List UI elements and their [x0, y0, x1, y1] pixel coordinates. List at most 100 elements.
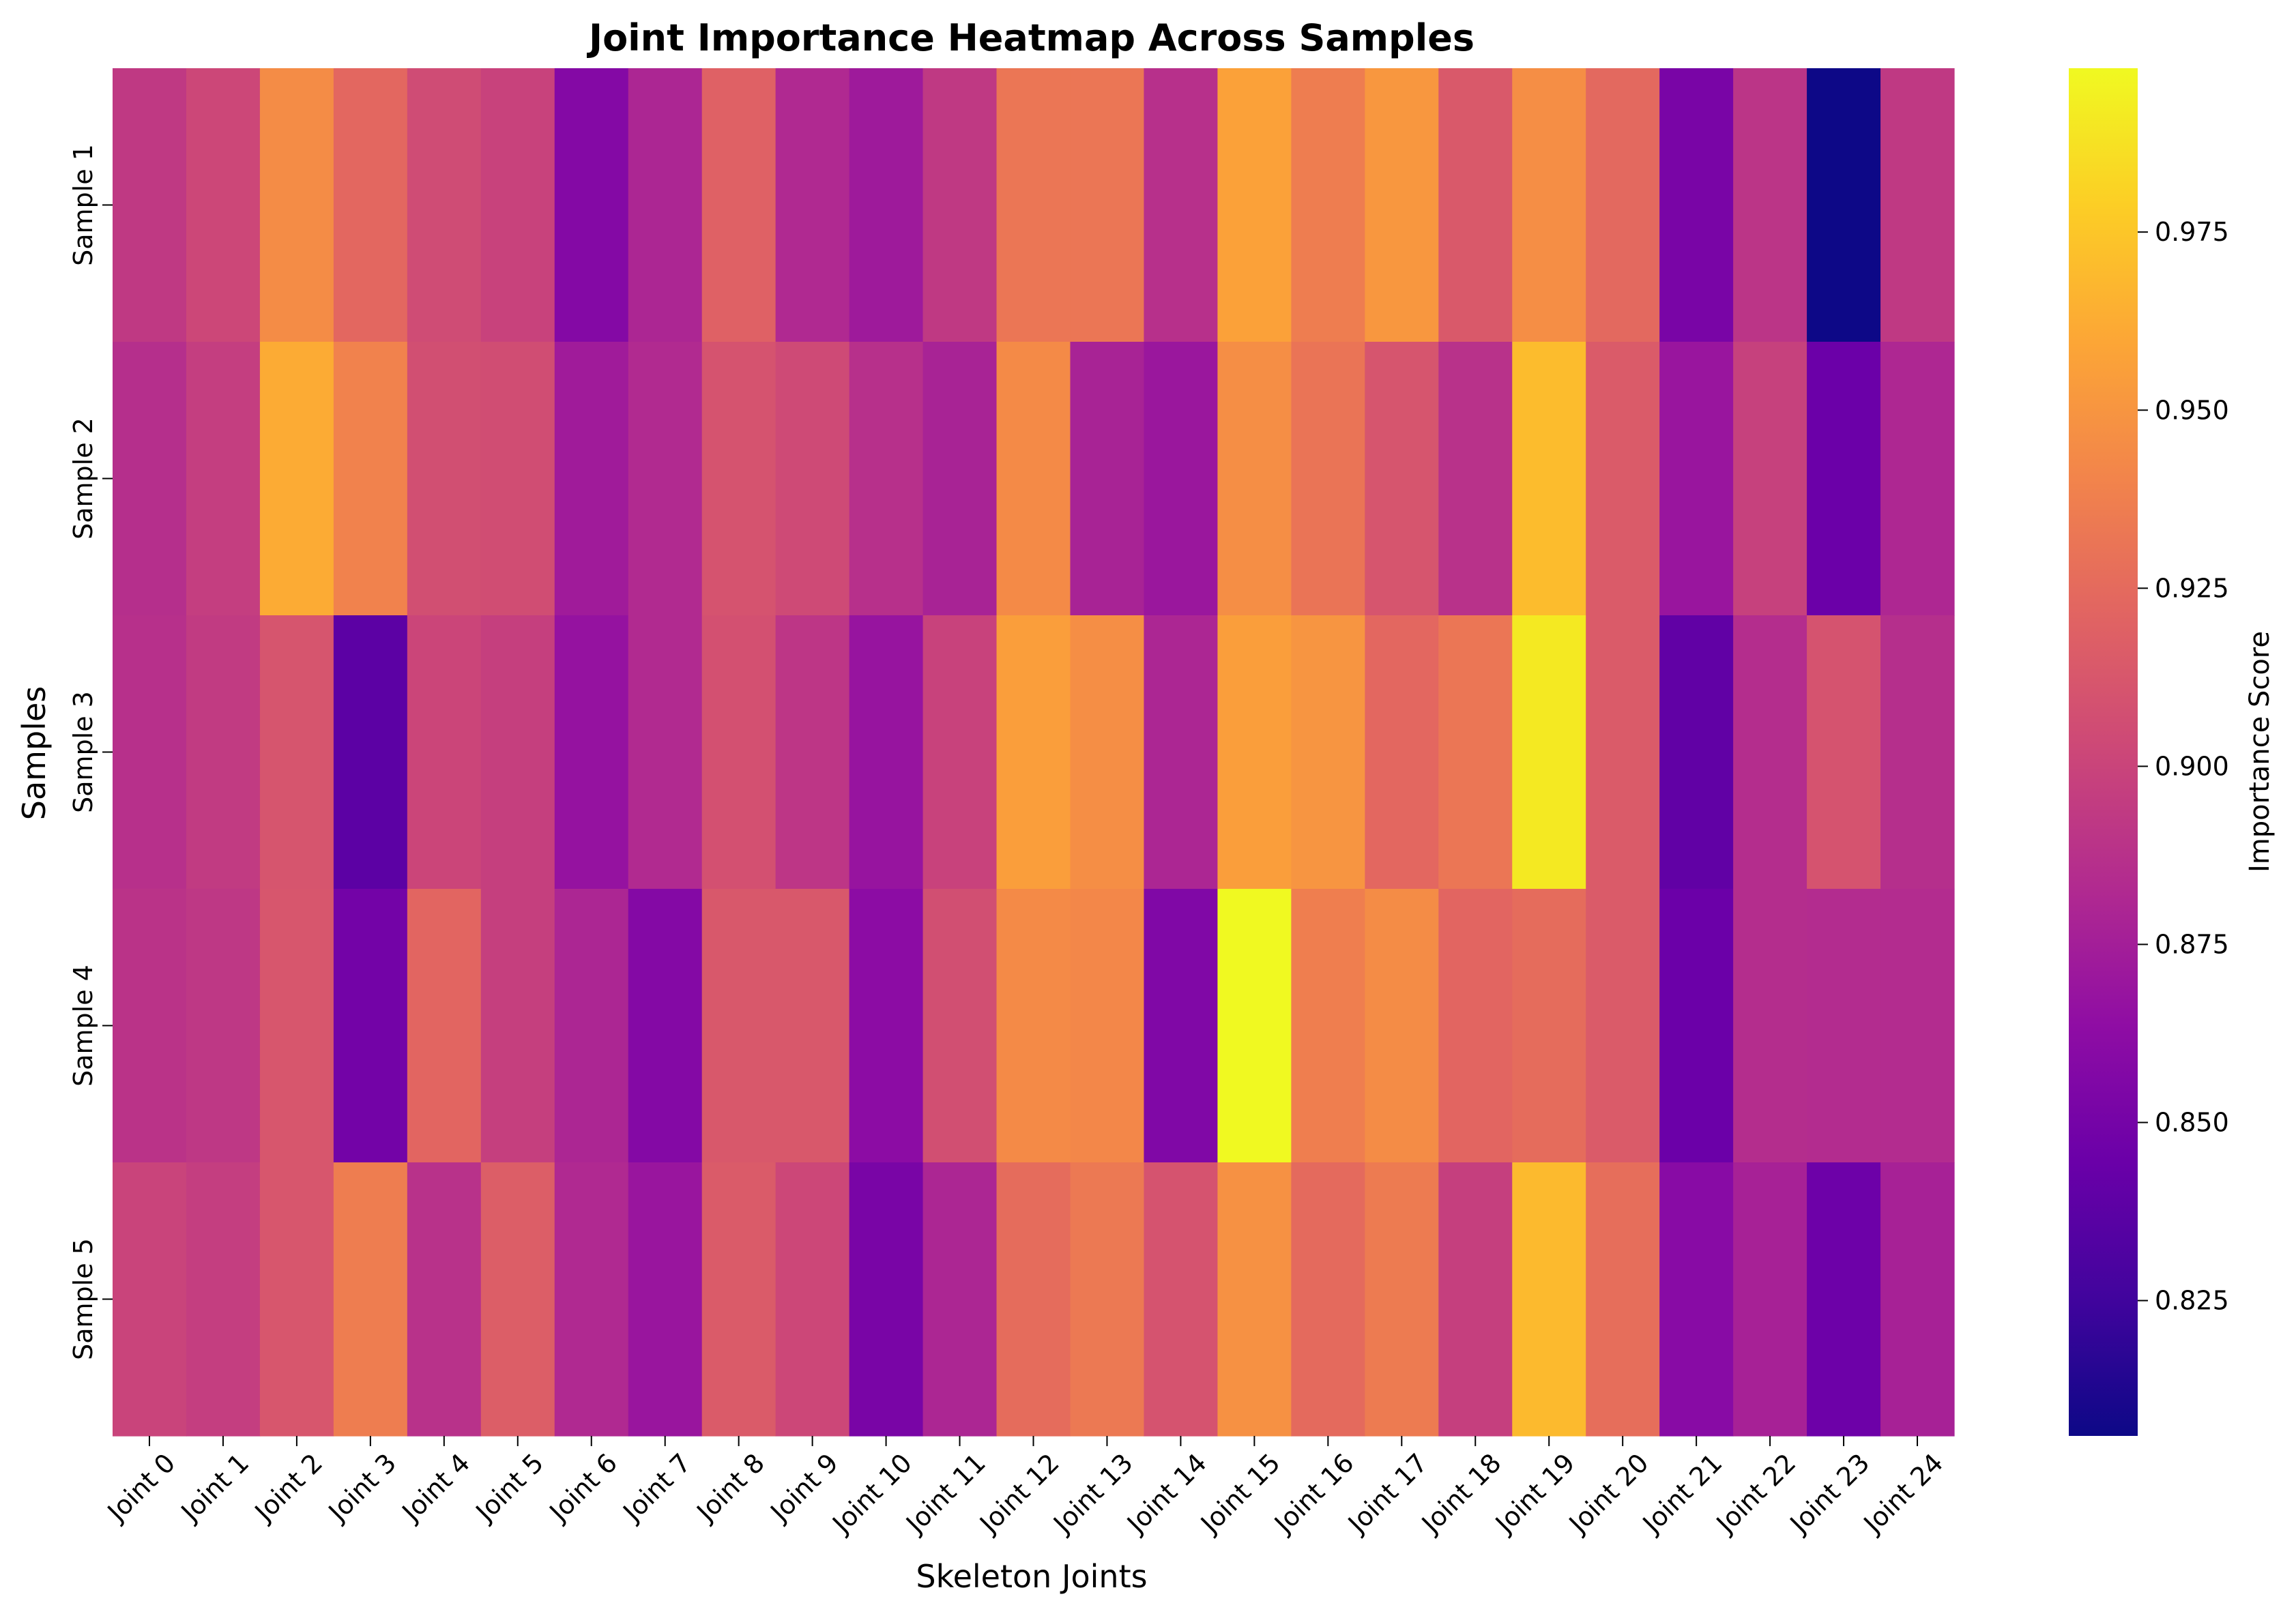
heatmap-cell	[1880, 1162, 1955, 1437]
heatmap-cell	[480, 615, 555, 890]
x-tick-label: Joint 7	[616, 1448, 697, 1528]
heatmap-cell	[1512, 889, 1586, 1163]
x-tick-label: Joint 18	[1415, 1448, 1507, 1540]
heatmap-cell	[407, 1162, 482, 1437]
heatmap-cell	[1733, 615, 1807, 890]
heatmap-cell	[1807, 68, 1881, 342]
heatmap-cell	[1438, 68, 1513, 342]
heatmap-cell	[1807, 889, 1881, 1163]
heatmap-cell	[1070, 68, 1145, 342]
heatmap-cell	[922, 889, 998, 1163]
heatmap-cell	[1586, 342, 1660, 616]
x-tick-label: Joint 12	[973, 1448, 1065, 1540]
heatmap-cell	[701, 342, 776, 616]
x-tick-label: Joint 2	[248, 1448, 329, 1528]
x-tick-label: Joint 21	[1636, 1448, 1728, 1540]
heatmap-cell	[113, 615, 187, 890]
heatmap-cell	[1512, 342, 1586, 616]
heatmap-cell	[480, 68, 555, 342]
heatmap-cell	[1512, 68, 1586, 342]
x-tick-label: Joint 17	[1341, 1448, 1434, 1540]
heatmap-cell	[1070, 1162, 1145, 1437]
x-tick-label: Joint 8	[690, 1448, 770, 1528]
heatmap-cell	[1733, 68, 1807, 342]
heatmap-cell	[1659, 889, 1734, 1163]
heatmap-cell	[259, 889, 334, 1163]
colorbar-tick-label: 0.975	[2155, 217, 2229, 247]
colorbar	[2069, 68, 2138, 1436]
heatmap-cell	[701, 1162, 776, 1437]
heatmap-cell	[628, 1162, 703, 1437]
x-tick-label: Joint 0	[101, 1448, 181, 1528]
heatmap-cell	[554, 1162, 629, 1437]
x-tick-label: Joint 16	[1268, 1448, 1360, 1540]
heatmap-cell	[480, 1162, 555, 1437]
chart-title: Joint Importance Heatmap Across Samples	[586, 16, 1474, 59]
colorbar-tick-label: 0.950	[2155, 395, 2229, 425]
x-tick-label: Joint 1	[175, 1448, 255, 1528]
heatmap-cell	[259, 342, 334, 616]
heatmap-cell	[775, 68, 850, 342]
heatmap-cell	[996, 889, 1071, 1163]
heatmap-cell	[113, 1162, 187, 1437]
colorbar-tick-label: 0.900	[2155, 751, 2229, 781]
heatmap-cell	[1291, 68, 1365, 342]
heatmap-cell	[186, 68, 261, 342]
heatmap-cell	[1217, 889, 1292, 1163]
heatmap-cell	[849, 342, 924, 616]
heatmap-cell	[775, 889, 850, 1163]
x-tick-label: Joint 11	[899, 1448, 991, 1540]
heatmap-cell	[1586, 615, 1660, 890]
heatmap-cell	[628, 68, 703, 342]
x-tick-label: Joint 10	[826, 1448, 918, 1540]
heatmap-cell	[1733, 342, 1807, 616]
heatmap-cell	[1586, 68, 1660, 342]
heatmap-cell	[113, 68, 187, 342]
heatmap-cell	[1144, 889, 1218, 1163]
heatmap-cell	[333, 889, 408, 1163]
x-axis-label: Skeleton Joints	[916, 1558, 1147, 1595]
heatmap-cell	[701, 68, 776, 342]
x-tick-label: Joint 20	[1563, 1448, 1655, 1540]
heatmap-cell	[1070, 615, 1145, 890]
heatmap-cell	[1586, 1162, 1660, 1437]
heatmap-cell	[922, 342, 998, 616]
heatmap-cell	[333, 68, 408, 342]
heatmap-cell	[554, 889, 629, 1163]
heatmap-cell	[849, 68, 924, 342]
heatmap-cell	[554, 342, 629, 616]
heatmap-cell	[259, 68, 334, 342]
heatmap-cell	[113, 342, 187, 616]
heatmap-cell	[1438, 889, 1513, 1163]
heatmap-cell	[1365, 68, 1439, 342]
x-tick-label: Joint 13	[1047, 1448, 1139, 1540]
heatmap-cell	[1438, 1162, 1513, 1437]
colorbar-tick-label: 0.850	[2155, 1108, 2229, 1138]
heatmap-cell	[1291, 889, 1365, 1163]
x-tick-label: Joint 3	[322, 1448, 403, 1528]
heatmap-cell	[775, 342, 850, 616]
colorbar-tick-label: 0.825	[2155, 1286, 2229, 1316]
heatmap-cell	[1880, 889, 1955, 1163]
heatmap-cell	[775, 1162, 850, 1437]
heatmap-cell	[996, 68, 1071, 342]
heatmap-cell	[1880, 615, 1955, 890]
heatmap-cell	[333, 1162, 408, 1437]
heatmap-cell	[922, 1162, 998, 1437]
heatmap-cell	[113, 889, 187, 1163]
heatmap-cell	[701, 615, 776, 890]
heatmap-cell	[407, 889, 482, 1163]
y-axis-label: Samples	[16, 686, 53, 820]
heatmap-cell	[1365, 1162, 1439, 1437]
x-tick-label: Joint 24	[1857, 1448, 1949, 1540]
heatmap-cell	[922, 615, 998, 890]
heatmap-cell	[480, 889, 555, 1163]
heatmap-cell	[1512, 1162, 1586, 1437]
heatmap-cell	[259, 615, 334, 890]
heatmap-cell	[996, 1162, 1071, 1437]
heatmap-cell	[1217, 615, 1292, 890]
heatmap-cell	[1365, 342, 1439, 616]
heatmap-cell	[628, 889, 703, 1163]
